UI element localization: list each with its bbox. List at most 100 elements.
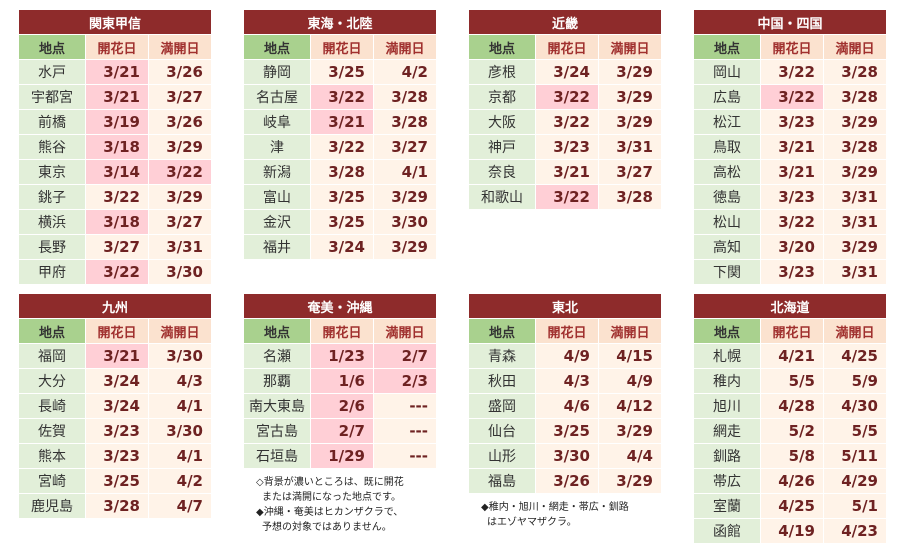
full-bloom-date: 3/28 (824, 135, 887, 160)
full-bloom-date: 2/7 (374, 344, 437, 369)
station-name: 那覇 (244, 369, 311, 394)
full-bloom-date: 4/3 (149, 369, 212, 394)
bloom-date: 3/22 (761, 210, 824, 235)
bloom-date: 3/25 (311, 210, 374, 235)
full-bloom-date: 4/1 (374, 160, 437, 185)
full-bloom-date: 4/1 (149, 444, 212, 469)
station-name: 網走 (694, 419, 761, 444)
footnote: または満開になった地点です。 (262, 492, 401, 503)
bloom-date: 3/18 (86, 135, 149, 160)
bloom-date: 3/22 (86, 260, 149, 285)
station-name: 津 (244, 135, 311, 160)
bloom-date: 4/19 (761, 519, 824, 544)
station-name: 彦根 (469, 60, 536, 85)
station-name: 神戸 (469, 135, 536, 160)
full-bloom-date: 3/28 (599, 185, 662, 210)
bloom-date: 3/23 (761, 185, 824, 210)
station-name: 名瀬 (244, 344, 311, 369)
station-name: 盛岡 (469, 394, 536, 419)
station-name: 富山 (244, 185, 311, 210)
station-name: 京都 (469, 85, 536, 110)
full-bloom-date: 3/29 (599, 110, 662, 135)
full-bloom-date: 4/25 (824, 344, 887, 369)
bloom-date: 4/3 (536, 369, 599, 394)
column-header: 満開日 (149, 319, 212, 344)
bloom-date: 3/24 (86, 394, 149, 419)
station-name: 鳥取 (694, 135, 761, 160)
full-bloom-date: 3/28 (824, 60, 887, 85)
station-name: 帯広 (694, 469, 761, 494)
station-name: 水戸 (19, 60, 86, 85)
bloom-date: 3/21 (86, 344, 149, 369)
station-name: 仙台 (469, 419, 536, 444)
station-name: 和歌山 (469, 185, 536, 210)
full-bloom-date: 3/27 (599, 160, 662, 185)
station-name: 長崎 (19, 394, 86, 419)
station-name: 名古屋 (244, 85, 311, 110)
table-title: 奄美・沖縄 (244, 294, 437, 319)
table-title: 東海・北陸 (244, 10, 437, 35)
full-bloom-date: 3/29 (599, 469, 662, 494)
table-title: 関東甲信 (19, 10, 212, 35)
column-header: 開花日 (761, 319, 824, 344)
full-bloom-date: 3/26 (149, 110, 212, 135)
station-name: 大分 (19, 369, 86, 394)
bloom-date: 3/22 (86, 185, 149, 210)
full-bloom-date: 3/29 (374, 185, 437, 210)
station-name: 前橋 (19, 110, 86, 135)
station-name: 金沢 (244, 210, 311, 235)
table-title: 中国・四国 (694, 10, 887, 35)
bloom-date: 3/24 (86, 369, 149, 394)
station-name: 銚子 (19, 185, 86, 210)
full-bloom-date: 4/29 (824, 469, 887, 494)
station-name: 室蘭 (694, 494, 761, 519)
full-bloom-date: 3/30 (149, 419, 212, 444)
column-header: 地点 (694, 319, 761, 344)
station-name: 秋田 (469, 369, 536, 394)
station-name: 奈良 (469, 160, 536, 185)
column-header: 地点 (469, 35, 536, 60)
full-bloom-date: 3/28 (374, 85, 437, 110)
bloom-date: 3/23 (86, 419, 149, 444)
station-name: 長野 (19, 235, 86, 260)
bloom-date: 3/25 (86, 469, 149, 494)
bloom-date: 3/21 (86, 85, 149, 110)
station-name: 静岡 (244, 60, 311, 85)
column-header: 満開日 (374, 35, 437, 60)
station-name: 下関 (694, 260, 761, 285)
station-name: 石垣島 (244, 444, 311, 469)
bloom-date: 1/29 (311, 444, 374, 469)
column-header: 満開日 (824, 35, 887, 60)
bloom-date: 4/6 (536, 394, 599, 419)
full-bloom-date: 3/27 (149, 85, 212, 110)
footnote: はエゾヤマザクラ。 (487, 517, 577, 528)
station-name: 福井 (244, 235, 311, 260)
bloom-date: 2/6 (311, 394, 374, 419)
station-name: 宮古島 (244, 419, 311, 444)
full-bloom-date: 3/29 (149, 135, 212, 160)
station-name: 山形 (469, 444, 536, 469)
column-header: 開花日 (761, 35, 824, 60)
full-bloom-date: 3/27 (374, 135, 437, 160)
full-bloom-date: 3/29 (824, 110, 887, 135)
bloom-date: 3/22 (536, 185, 599, 210)
full-bloom-date: --- (374, 419, 437, 444)
full-bloom-date: 2/3 (374, 369, 437, 394)
bloom-date: 4/21 (761, 344, 824, 369)
bloom-date: 3/21 (761, 160, 824, 185)
full-bloom-date: 3/31 (824, 260, 887, 285)
station-name: 新潟 (244, 160, 311, 185)
full-bloom-date: 4/2 (149, 469, 212, 494)
station-name: 岐阜 (244, 110, 311, 135)
full-bloom-date: 3/27 (149, 210, 212, 235)
bloom-date: 3/28 (311, 160, 374, 185)
full-bloom-date: 3/30 (149, 260, 212, 285)
bloom-date: 4/28 (761, 394, 824, 419)
full-bloom-date: 4/4 (599, 444, 662, 469)
bloom-date: 3/25 (311, 185, 374, 210)
bloom-date: 3/23 (761, 260, 824, 285)
station-name: 大阪 (469, 110, 536, 135)
full-bloom-date: 4/1 (149, 394, 212, 419)
station-name: 釧路 (694, 444, 761, 469)
bloom-date: 3/20 (761, 235, 824, 260)
